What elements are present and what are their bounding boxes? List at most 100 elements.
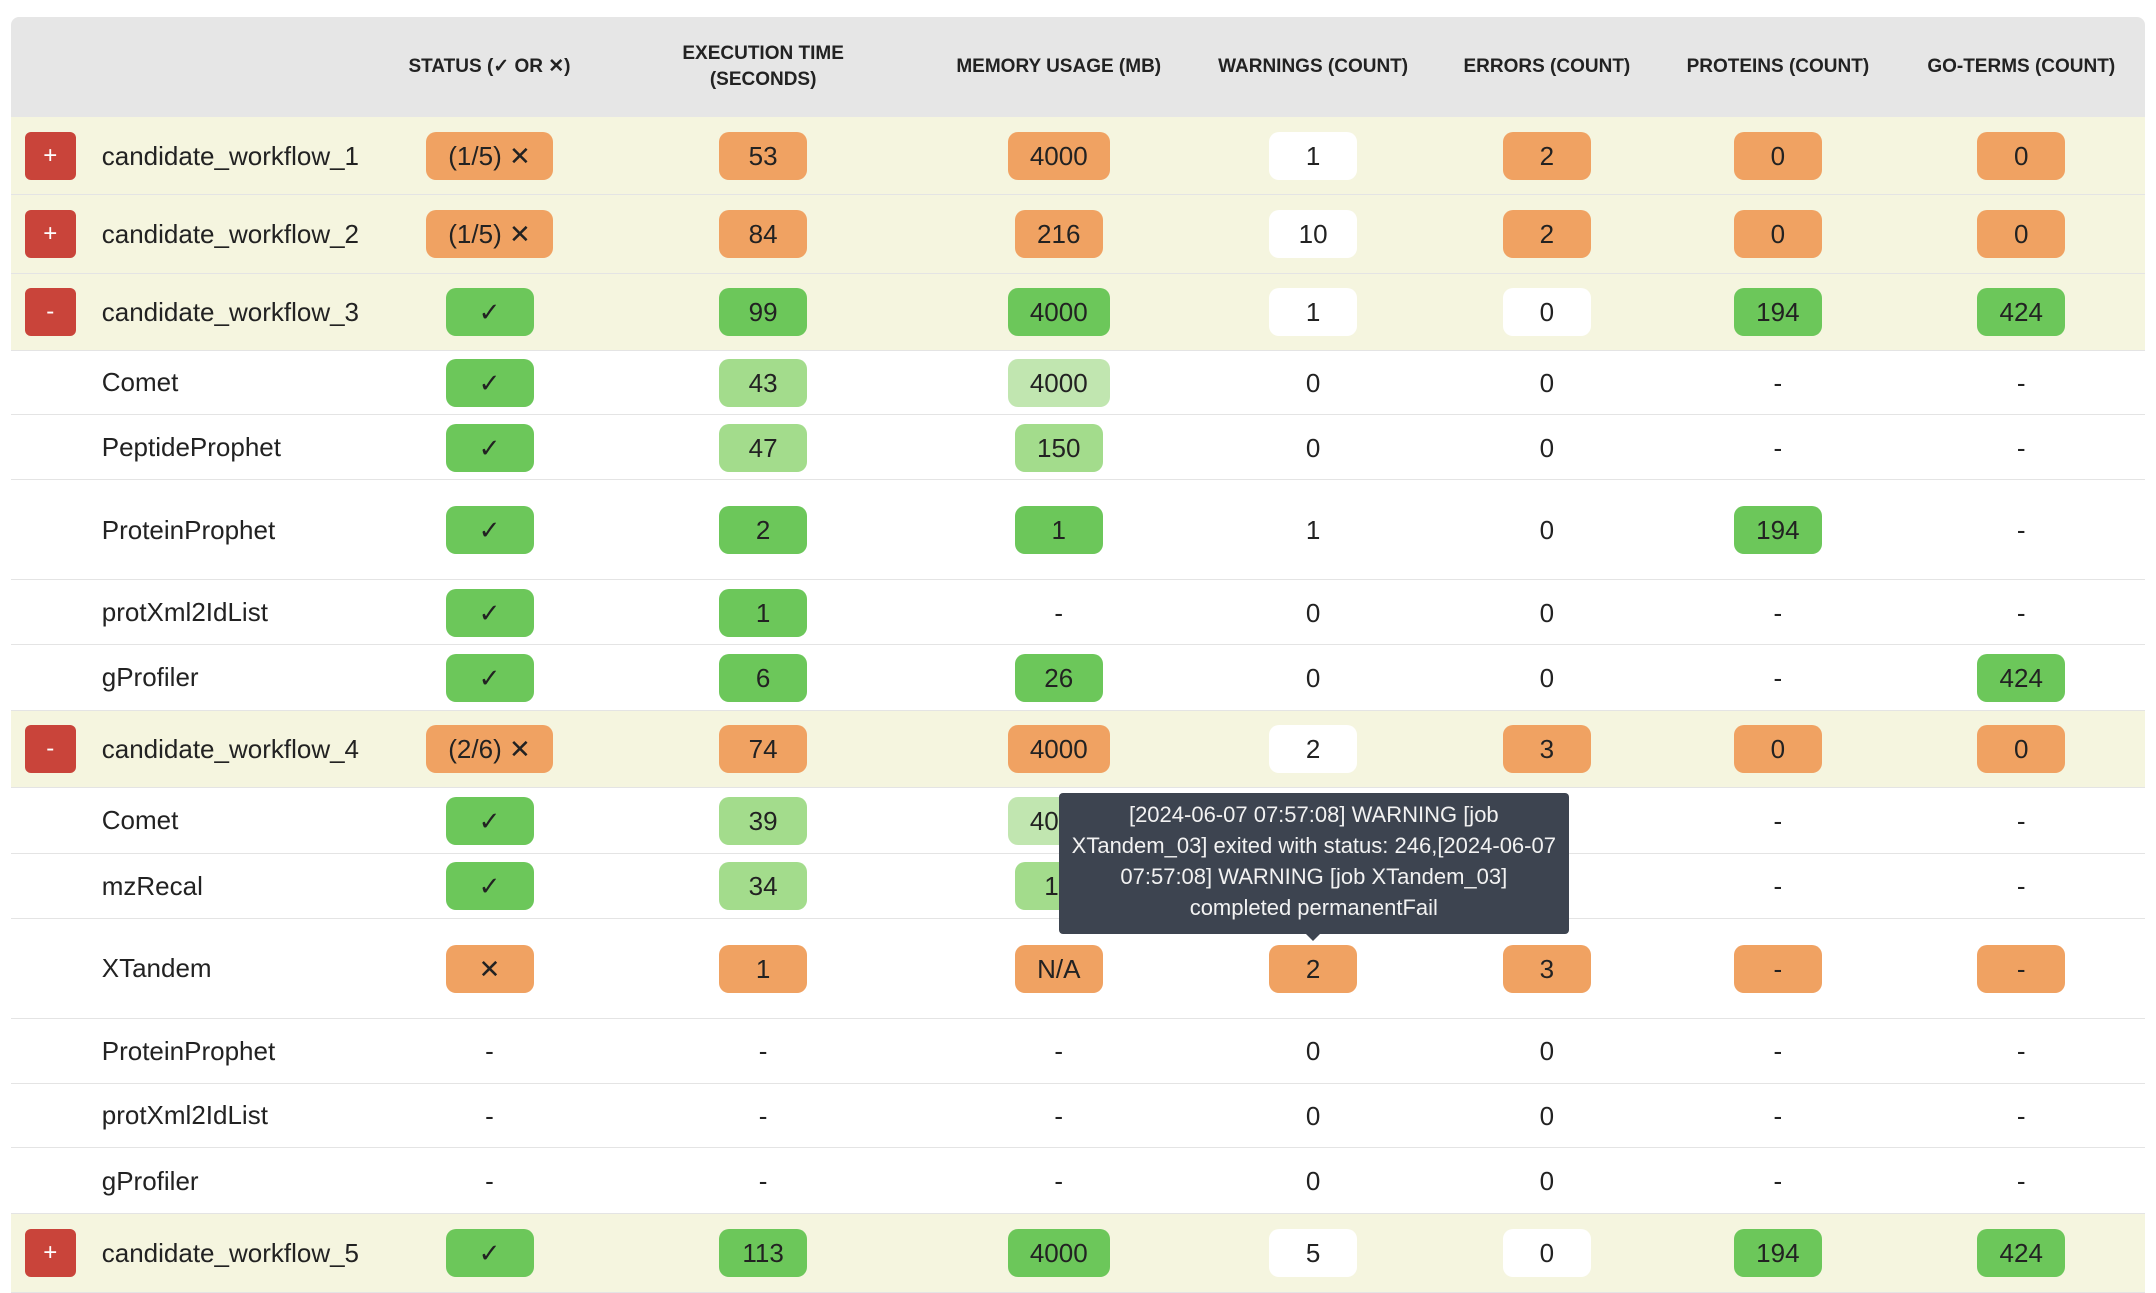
- expand-toggle[interactable]: +: [24, 132, 76, 181]
- cell-text: -: [1773, 1100, 1783, 1131]
- cell: 1: [646, 580, 880, 645]
- badge: 2: [1502, 210, 1591, 259]
- badge: 6: [719, 653, 808, 702]
- table-header: [11, 16, 2145, 117]
- cell: ✓: [373, 415, 607, 480]
- badge: 43: [719, 358, 808, 407]
- badge: 150: [1014, 423, 1103, 472]
- cell: 0: [1904, 711, 2138, 788]
- cell: 34: [646, 854, 880, 919]
- row-name: protXml2IdList: [101, 1100, 268, 1131]
- cell-text: -: [2016, 871, 2026, 902]
- cell: 424: [1904, 1214, 2138, 1292]
- cell: -: [1904, 1019, 2138, 1084]
- cell-text: 0: [1539, 367, 1555, 398]
- cell: 0: [1430, 415, 1664, 480]
- cell: -: [1661, 1148, 1895, 1214]
- cell: 4000: [942, 711, 1176, 788]
- cell: -: [1661, 580, 1895, 645]
- expand-toggle[interactable]: +: [24, 1229, 76, 1278]
- cell: 1: [1196, 480, 1430, 580]
- cell: 1: [646, 919, 880, 1019]
- cell: -: [1904, 919, 2138, 1019]
- cell: 2: [1196, 711, 1430, 788]
- cell: 2: [1196, 919, 1430, 1019]
- cell-text: -: [2016, 367, 2026, 398]
- badge: (1/5) ✕: [426, 210, 553, 259]
- cell-text: 0: [1305, 662, 1321, 693]
- cell: 0: [1196, 415, 1430, 480]
- badge: (2/6) ✕: [426, 725, 553, 774]
- step-row: [11, 351, 2145, 416]
- cell: -: [1661, 788, 1895, 854]
- cell: -: [646, 1148, 880, 1214]
- badge: 1: [1269, 288, 1358, 337]
- cell-text: -: [485, 1166, 494, 1197]
- cell: (1/5) ✕: [373, 195, 607, 273]
- badge: 74: [719, 725, 808, 774]
- cell: 1: [942, 480, 1176, 580]
- cell: 0: [1430, 351, 1664, 416]
- cell: -: [1661, 351, 1895, 416]
- cell: 0: [1430, 1148, 1664, 1214]
- badge: 0: [1733, 132, 1822, 181]
- cell: -: [1661, 1084, 1895, 1149]
- cell: (1/5) ✕: [373, 117, 607, 195]
- expand-toggle[interactable]: -: [24, 288, 76, 337]
- cell-text: 0: [1305, 367, 1321, 398]
- cell-text: 0: [1305, 1166, 1321, 1197]
- cell: 26: [942, 645, 1176, 711]
- cell: -: [1661, 415, 1895, 480]
- cell: 0: [1430, 1214, 1664, 1292]
- badge: 0: [1733, 725, 1822, 774]
- cell: -: [646, 1084, 880, 1149]
- badge: 47: [719, 423, 808, 472]
- cell-text: -: [485, 1100, 494, 1131]
- cell: -: [1661, 854, 1895, 919]
- cell: 194: [1661, 274, 1895, 351]
- cell: ✓: [373, 351, 607, 416]
- tooltip: [2024-06-07 07:57:08] WARNING [job XTand…: [1058, 793, 1569, 934]
- cell: 74: [646, 711, 880, 788]
- badge: 3: [1502, 944, 1591, 993]
- cell: -: [373, 1148, 607, 1214]
- badge: ✕: [445, 944, 534, 993]
- cell: ✓: [373, 580, 607, 645]
- cell: 424: [1904, 274, 2138, 351]
- expand-toggle[interactable]: +: [24, 210, 76, 259]
- cell: 1: [1196, 274, 1430, 351]
- cell: 0: [1196, 645, 1430, 711]
- cell: 2: [1430, 195, 1664, 273]
- tooltip-arrow: [1306, 933, 1321, 941]
- cell: 4000: [942, 351, 1176, 416]
- cell-text: -: [1773, 662, 1783, 693]
- cell: 43: [646, 351, 880, 416]
- row-name: protXml2IdList: [101, 597, 268, 628]
- cell: ✓: [373, 645, 607, 711]
- cell: 3: [1430, 711, 1664, 788]
- cell-text: -: [2016, 1166, 2026, 1197]
- cell: -: [1661, 1019, 1895, 1084]
- cell: 53: [646, 117, 880, 195]
- badge: 424: [1977, 1229, 2066, 1278]
- cell: 216: [942, 195, 1176, 273]
- cell-text: 0: [1539, 1036, 1555, 1067]
- cell: -: [1661, 645, 1895, 711]
- row-name: Comet: [101, 367, 179, 398]
- cell: -: [646, 1019, 880, 1084]
- cell: 0: [1430, 1019, 1664, 1084]
- badge: 2: [719, 506, 808, 555]
- expand-toggle[interactable]: -: [24, 725, 76, 774]
- cell-text: -: [1054, 597, 1064, 628]
- badge: 194: [1733, 1229, 1822, 1278]
- cell: 0: [1904, 195, 2138, 273]
- step-row: [11, 1148, 2145, 1215]
- badge: 4000: [1007, 288, 1110, 337]
- badge: -: [1977, 944, 2066, 993]
- step-row: [11, 919, 2145, 1019]
- cell-text: 0: [1305, 1036, 1321, 1067]
- cell: 0: [1661, 117, 1895, 195]
- cell: 0: [1196, 1148, 1430, 1214]
- cell: 424: [1904, 645, 2138, 711]
- cell-text: -: [1773, 1036, 1783, 1067]
